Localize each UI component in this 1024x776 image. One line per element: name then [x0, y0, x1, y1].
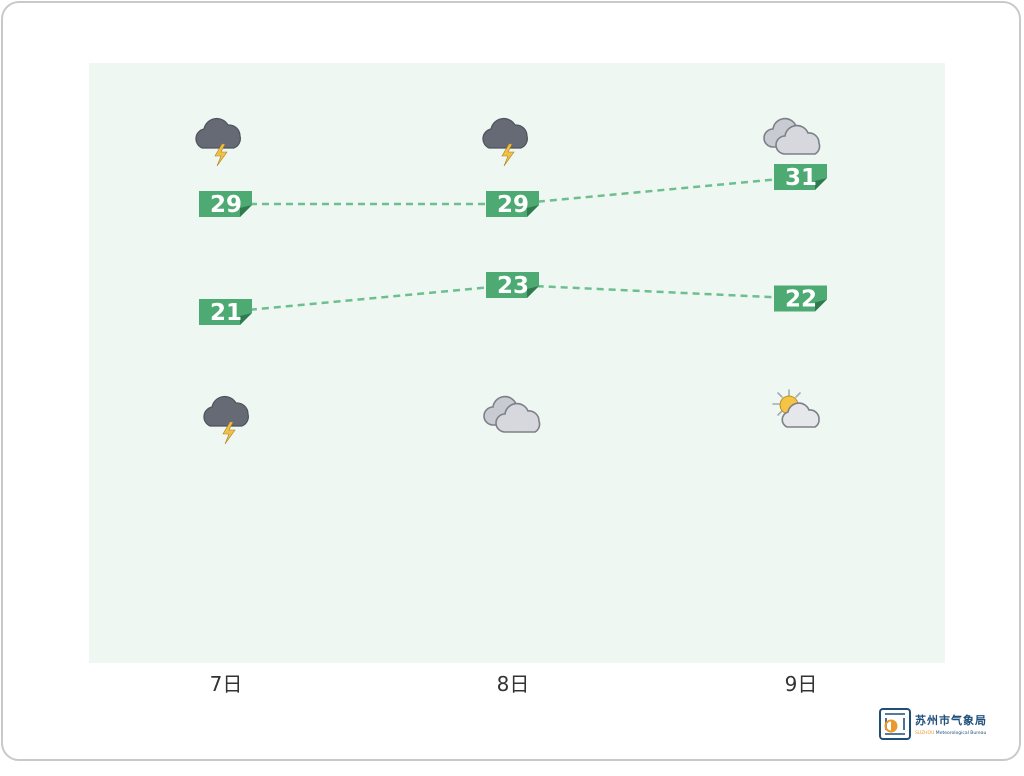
plot-area: [89, 63, 945, 663]
cloudy-icon: [763, 117, 821, 155]
partly-cloudy-icon: [772, 389, 820, 428]
bureau-emblem-icon: [879, 708, 911, 740]
thunderstorm-icon: [482, 117, 528, 167]
temperature-label: 29: [199, 191, 252, 218]
x-tick-label: 7日: [210, 672, 243, 696]
suzhou-meteorological-bureau-logo: 苏州市气象局 SUZHOU Meteorological Bureau: [879, 708, 987, 740]
temperature-label: 29: [486, 191, 539, 218]
temperature-value: 23: [497, 273, 529, 299]
temperature-value: 31: [785, 165, 817, 191]
temperature-label: 22: [774, 285, 827, 313]
x-tick-label: 8日: [497, 672, 530, 696]
thunderstorm-icon: [203, 395, 249, 445]
logo-subtitle: SUZHOU Meteorological Bureau: [915, 730, 986, 736]
temperature-value: 22: [785, 287, 817, 313]
temperature-value: 29: [210, 192, 242, 218]
temperature-label: 23: [486, 272, 539, 299]
temperature-label: 31: [774, 164, 827, 191]
temperature-value: 21: [210, 300, 242, 326]
logo-title: 苏州市气象局: [915, 713, 987, 727]
cloudy-icon: [483, 395, 541, 433]
x-tick-label: 9日: [785, 672, 818, 696]
thunderstorm-icon: [195, 117, 241, 167]
temperature-label: 21: [199, 299, 252, 326]
temperature-value: 29: [497, 192, 529, 218]
